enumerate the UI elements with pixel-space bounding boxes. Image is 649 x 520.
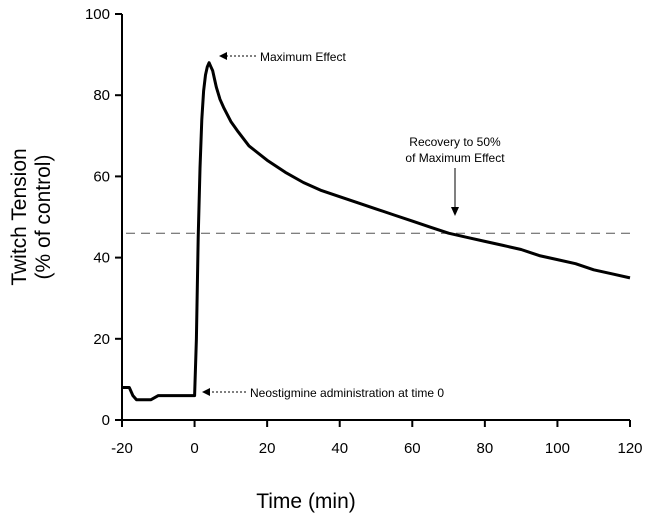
y-tick-label: 60: [93, 168, 110, 185]
y-tick-label: 40: [93, 250, 110, 267]
y-axis-label-line1: Twitch Tension: [8, 148, 31, 285]
y-tick-label: 20: [93, 331, 110, 348]
tick-marks: [115, 13, 631, 427]
y-tick-label: 0: [102, 412, 110, 429]
x-tick-label: -20: [111, 440, 133, 457]
recovery-label-line1: Recovery to 50%: [409, 135, 501, 149]
y-tick-label: 80: [93, 87, 110, 104]
x-tick-label: 0: [190, 440, 198, 457]
series-line: [122, 61, 631, 402]
y-tick-label: 100: [85, 6, 110, 23]
y-axis-label-line2: (% of control): [32, 155, 55, 280]
administration-arrow-head: [202, 388, 210, 396]
x-tick-label: 20: [259, 440, 276, 457]
axes: [121, 14, 630, 421]
max-effect-arrow-head: [219, 52, 227, 60]
x-tick-label: 120: [617, 440, 642, 457]
x-tick-label: 100: [545, 440, 570, 457]
recovery-label-line2: of Maximum Effect: [405, 151, 505, 165]
max-effect-label: Maximum Effect: [260, 50, 346, 64]
x-tick-label: 80: [477, 440, 494, 457]
x-tick-label: 40: [331, 440, 348, 457]
recovery-arrow-head: [451, 207, 459, 216]
x-axis-label: Time (min): [256, 490, 356, 513]
x-tick-label: 60: [404, 440, 421, 457]
administration-label: Neostigmine administration at time 0: [250, 386, 444, 400]
